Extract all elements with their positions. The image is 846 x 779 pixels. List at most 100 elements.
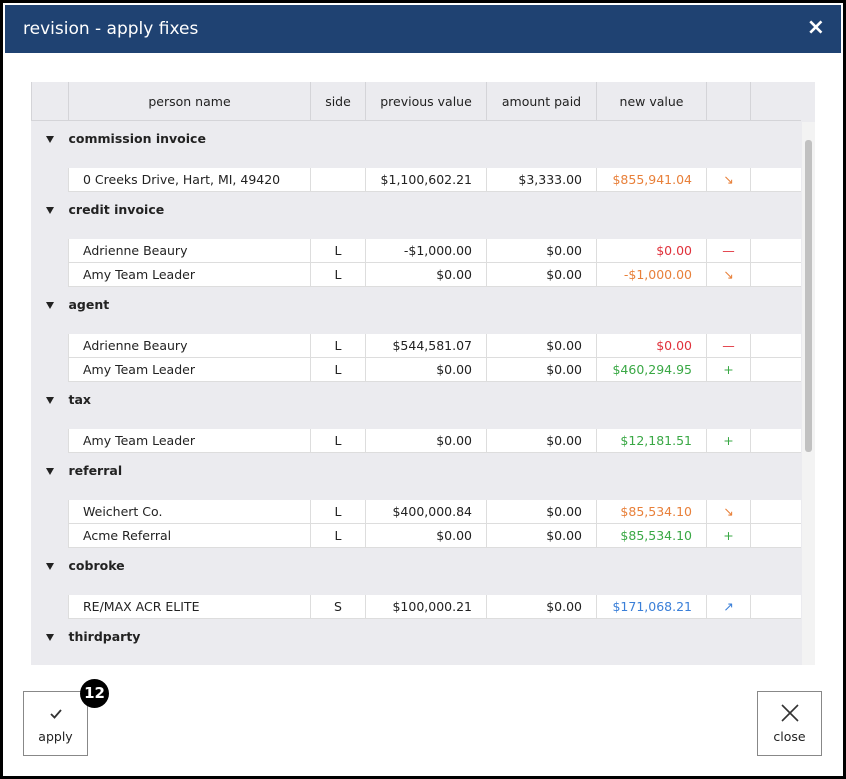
extra-cell [750, 357, 801, 382]
previous-cell: $1,100,602.21 [365, 168, 487, 192]
check-icon [50, 709, 62, 719]
scroll-thumb[interactable] [805, 140, 812, 452]
new-cell: $171,068.21 [596, 595, 707, 619]
previous-cell: $100,000.21 [365, 595, 487, 619]
group-row: credit invoice [32, 192, 801, 240]
spacer-cell [31, 357, 69, 382]
name-cell: Weichert Co. [68, 500, 311, 524]
close-icon[interactable]: × [806, 15, 825, 40]
grid: person name side previous value amount paid… [31, 82, 815, 665]
expander[interactable] [32, 453, 69, 501]
side-cell: L [310, 429, 366, 453]
previous-cell: $0.00 [365, 357, 487, 382]
icon-cell: — [706, 239, 751, 263]
previous-cell: $0.00 [365, 523, 487, 548]
data-row: Amy Team Leader L $0.00 $0.00 -$1,000.00 ↘ [31, 262, 801, 287]
expander[interactable] [32, 619, 69, 666]
group-label: credit invoice [68, 202, 165, 217]
column-header: side [310, 82, 366, 121]
spacer-cell [31, 168, 69, 192]
name-cell: RE/MAX ACR ELITE [68, 595, 311, 619]
close-button[interactable]: close [757, 691, 822, 756]
extra-cell [750, 595, 801, 619]
header-cell [750, 82, 801, 121]
expand-triangle [45, 206, 54, 214]
expander[interactable] [32, 287, 69, 335]
side-cell [310, 168, 366, 192]
column-header: previous value [365, 82, 487, 121]
data-row: Acme Referral L $0.00 $0.00 $85,534.10 + [31, 523, 801, 548]
group-row: tax [32, 382, 801, 430]
expander[interactable] [32, 192, 69, 240]
group-row: cobroke [32, 548, 801, 596]
header: revision - apply fixes × [5, 5, 841, 53]
scrollbar[interactable] [802, 122, 815, 665]
data-row: Adrienne Beaury L -$1,000.00 $0.00 $0.00— [31, 239, 801, 263]
name-cell: Amy Team Leader [68, 429, 311, 453]
icon-cell: ↗ [706, 595, 751, 619]
paid-cell: $0.00 [486, 523, 597, 548]
icon-cell: + [706, 357, 751, 382]
expand-triangle [45, 467, 54, 475]
paid-cell: $0.00 [486, 262, 597, 287]
spacer-cell [31, 595, 69, 619]
extra-cell [750, 523, 801, 548]
dialog-title: revision - apply fixes [23, 19, 199, 39]
data-row: Adrienne Beaury L $544,581.07 $0.00 $0.00— [31, 334, 801, 358]
group-label: commission invoice [68, 131, 206, 146]
paid-cell: $0.00 [486, 334, 597, 358]
group-row: agent [32, 287, 801, 335]
group-row: thirdparty [32, 619, 801, 666]
column-header: person name [68, 82, 311, 121]
paid-cell: $3,333.00 [486, 168, 597, 192]
expand-triangle [45, 301, 54, 309]
paid-cell: $0.00 [486, 357, 597, 382]
expander[interactable] [32, 548, 69, 596]
side-cell: L [310, 357, 366, 382]
new-cell: $460,294.95 [596, 357, 707, 382]
apply-label: apply [38, 729, 73, 744]
icon-cell: — [706, 334, 751, 358]
header-cell [706, 82, 751, 121]
previous-cell: -$1,000.00 [365, 239, 487, 263]
spacer-cell [31, 262, 69, 287]
name-cell: 0 Creeks Drive, Hart, MI, 49420 [68, 168, 311, 192]
side-cell: L [310, 500, 366, 524]
spacer-cell [31, 429, 69, 453]
apply-button[interactable]: apply [23, 691, 88, 756]
table: person name side previous value amount paid… [31, 82, 801, 665]
spacer-cell [31, 523, 69, 548]
name-cell: Amy Team Leader [68, 262, 311, 287]
data-row: Weichert Co. L $400,000.84 $0.00 $85,534.10 ↘ [31, 500, 801, 524]
new-cell: $85,534.10 [596, 500, 707, 524]
side-cell: L [310, 523, 366, 548]
extra-cell [750, 262, 801, 287]
paid-cell: $0.00 [486, 239, 597, 263]
new-cell: $12,181.51 [596, 429, 707, 453]
side-cell: L [310, 262, 366, 287]
name-cell: Acme Referral [68, 523, 311, 548]
group-row: referral [32, 453, 801, 501]
extra-cell [750, 239, 801, 263]
expand-triangle [45, 562, 54, 570]
extra-cell [750, 334, 801, 358]
column-header: new value [596, 82, 707, 121]
name-cell: Adrienne Beaury [68, 334, 311, 358]
paid-cell: $0.00 [486, 595, 597, 619]
group-label: tax [68, 392, 91, 407]
spacer-cell [31, 239, 69, 263]
close-x-icon [781, 704, 799, 722]
expander[interactable] [32, 121, 69, 169]
previous-cell: $400,000.84 [365, 500, 487, 524]
spacer-cell [31, 334, 69, 358]
new-cell: $0.00 [596, 239, 707, 263]
spacer-cell [31, 500, 69, 524]
expander[interactable] [32, 382, 69, 430]
name-cell: Adrienne Beaury [68, 239, 311, 263]
previous-cell: $0.00 [365, 262, 487, 287]
icon-cell: ↘ [706, 262, 751, 287]
new-cell: -$1,000.00 [596, 262, 707, 287]
group-label: referral [68, 463, 123, 478]
expand-triangle [45, 396, 54, 404]
